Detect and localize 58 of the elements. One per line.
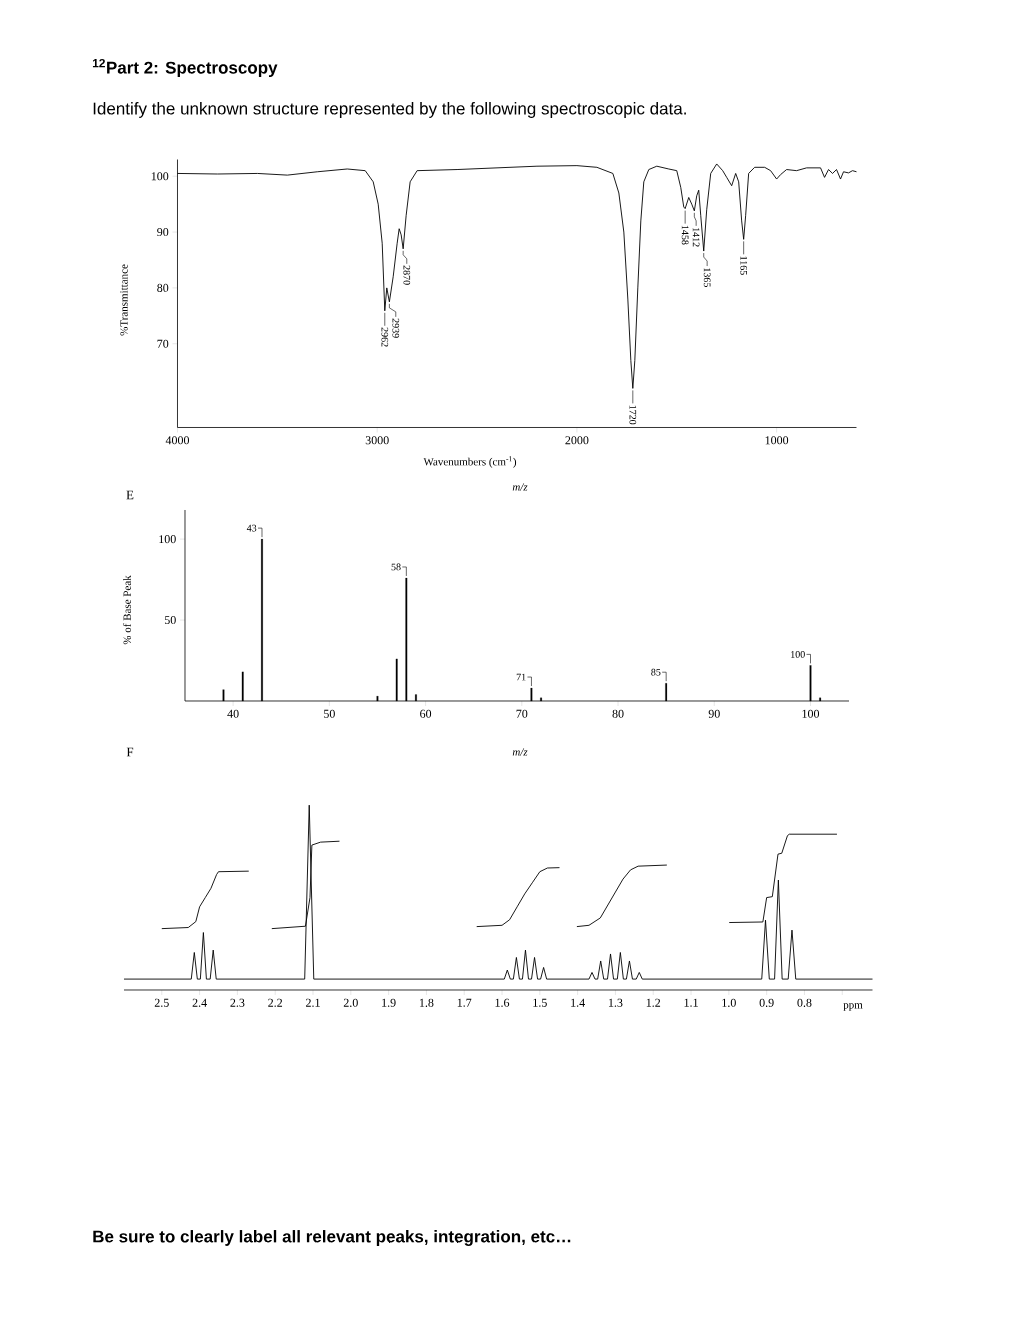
x-tick-label: 50 [324, 709, 335, 718]
x-tick-label: 2.2 [268, 998, 283, 1007]
x-tick-label: 2.0 [343, 998, 358, 1007]
x-tick-label: 80 [612, 709, 624, 718]
annotation: 2870 [403, 265, 411, 285]
y-axis-title: %Transmittance [120, 264, 128, 336]
annotation: 1412 [692, 228, 700, 247]
x-axis-title: Wavenumbers (cm$^{-1}$) [423, 456, 517, 468]
x-tick-label: 100 [802, 709, 820, 718]
x-tick-label: 1.8 [419, 998, 434, 1007]
x-tick-label: 3000 [365, 436, 389, 445]
x-tick-label: 1.4 [571, 998, 585, 1007]
x-tick-label: 2.1 [306, 998, 320, 1007]
x-tick-label: 1.2 [646, 998, 661, 1007]
x-tick-label: 2000 [565, 436, 589, 445]
annotation: 1165 [740, 256, 748, 275]
x-tick-label: 4000 [165, 436, 190, 445]
text: F [126, 747, 134, 757]
x-tick-label: 2.3 [230, 998, 245, 1007]
annotation: 2939 [392, 318, 400, 338]
x-tick-label: 1000 [765, 436, 789, 445]
annotation: 43 [246, 524, 257, 532]
annotation: 85 [651, 668, 661, 676]
x-axis-title: m/z [512, 748, 528, 756]
text: Be sure to clearly label all relevant peaks, integration, etc… [93, 1230, 571, 1246]
y-tick-label: 100 [159, 535, 176, 544]
x-tick-label: 0.8 [797, 998, 812, 1007]
chart-title: $^{12}$Part 2: Spectroscopy [92, 58, 278, 78]
x-tick-label: 2.4 [192, 998, 207, 1007]
x-tick-label: 1.1 [684, 998, 698, 1007]
chart-subtitle: Identify the unknown structure represented by the following spectroscopic data. [93, 102, 686, 118]
x-tick-label: 70 [516, 709, 528, 718]
x-tick-label: 1.9 [382, 998, 396, 1007]
annotation: 1365 [703, 268, 711, 287]
annotation: 1458 [681, 225, 689, 245]
y-axis-title: % of Base Peak [123, 575, 131, 645]
x-tick-label: 1.6 [495, 998, 510, 1007]
x-tick-label: 60 [420, 709, 432, 718]
x-tick-label: 1.7 [457, 998, 472, 1007]
x-tick-label: 0.9 [759, 998, 774, 1007]
text: E [126, 490, 134, 500]
x-tick-label: 90 [708, 709, 720, 718]
x-tick-label: 1.5 [533, 998, 547, 1007]
y-tick-label: 100 [151, 172, 169, 181]
annotation: 1720 [629, 405, 637, 425]
x-tick-label: 1.3 [608, 998, 623, 1007]
x-tick-label: 2.5 [154, 998, 169, 1007]
annotation: 58 [391, 563, 401, 571]
y-tick-label: 70 [157, 339, 169, 348]
x-axis-title: ppm [843, 1003, 863, 1011]
annotation: 100 [791, 651, 805, 658]
y-tick-label: 80 [157, 283, 169, 292]
annotation: 2962 [381, 327, 389, 347]
x-tick-label: 1.0 [722, 998, 736, 1007]
text: m/z [512, 483, 528, 491]
annotation: 71 [516, 673, 526, 681]
y-tick-label: 90 [157, 228, 169, 237]
x-tick-label: 40 [227, 709, 239, 718]
